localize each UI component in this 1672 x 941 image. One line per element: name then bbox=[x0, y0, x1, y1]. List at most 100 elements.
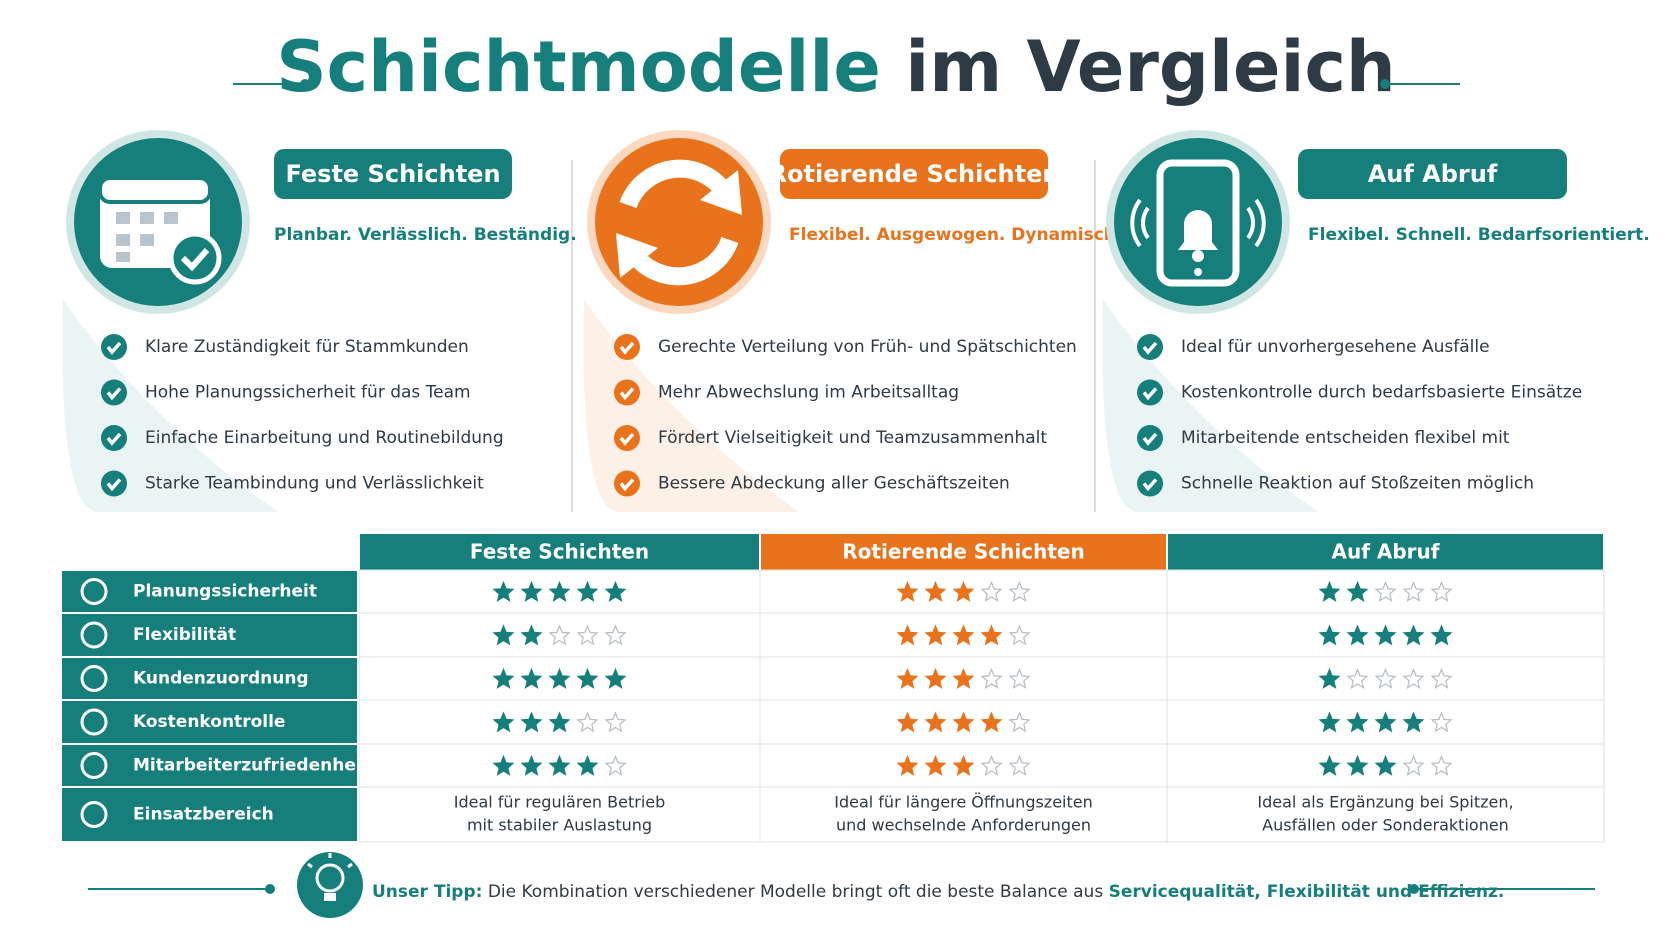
star bbox=[924, 754, 947, 776]
rating bbox=[492, 711, 627, 733]
star bbox=[604, 667, 627, 689]
star bbox=[896, 754, 919, 776]
star bbox=[952, 667, 975, 689]
star bbox=[492, 711, 515, 733]
point: Fördert Vielseitigkeit und Teamzusammenh… bbox=[658, 428, 1047, 448]
star bbox=[576, 754, 599, 776]
rating bbox=[896, 667, 1031, 689]
check-mark bbox=[619, 432, 635, 446]
star bbox=[604, 754, 627, 776]
star bbox=[1430, 667, 1453, 689]
card-bg bbox=[62, 300, 278, 512]
check bbox=[614, 425, 640, 451]
rating bbox=[896, 580, 1031, 602]
point: Bessere Abdeckung aller Geschäftszeiten bbox=[658, 474, 1010, 494]
row-label: Kostenkontrolle bbox=[133, 712, 285, 732]
star bbox=[1318, 580, 1341, 602]
star bbox=[1008, 754, 1031, 776]
star bbox=[952, 711, 975, 733]
row-icon bbox=[80, 665, 108, 692]
star bbox=[924, 624, 947, 646]
point: Einfache Einarbeitung und Routinebildung bbox=[145, 428, 504, 448]
star bbox=[1402, 754, 1425, 776]
star bbox=[604, 580, 627, 602]
star bbox=[1402, 580, 1425, 602]
rating bbox=[896, 711, 1031, 733]
card-bg bbox=[1102, 300, 1318, 512]
star bbox=[1318, 667, 1341, 689]
table-border bbox=[358, 569, 1605, 843]
badge bbox=[274, 149, 512, 199]
tagline: Planbar. Verlässlich. Beständig. bbox=[274, 225, 577, 245]
star bbox=[924, 667, 947, 689]
check bbox=[101, 425, 127, 451]
rating bbox=[492, 667, 627, 689]
star bbox=[1318, 711, 1341, 733]
rating bbox=[1318, 580, 1453, 602]
model-name: Rotierende Schichten bbox=[769, 160, 1060, 188]
star bbox=[980, 754, 1003, 776]
row-label-bg bbox=[62, 614, 357, 656]
star bbox=[1402, 624, 1425, 646]
rating bbox=[1318, 711, 1453, 733]
star bbox=[520, 624, 543, 646]
row-label-bg bbox=[62, 745, 357, 786]
star bbox=[1430, 624, 1453, 646]
star bbox=[520, 711, 543, 733]
dividers bbox=[571, 160, 1096, 512]
point: Kostenkontrolle durch bedarfsbasierte Ei… bbox=[1181, 383, 1582, 403]
check-mark bbox=[619, 478, 635, 492]
star bbox=[492, 580, 515, 602]
check-mark bbox=[106, 432, 122, 446]
check bbox=[101, 470, 127, 497]
title: Schichtmodelle im Vergleich bbox=[276, 26, 1396, 108]
tagline: Flexibel. Schnell. Bedarfsorientiert. bbox=[1308, 225, 1650, 245]
title-part: Schichtmodelle bbox=[276, 26, 881, 108]
star bbox=[1430, 580, 1453, 602]
tip-highlight: Servicequalität, Flexibilität und Effizi… bbox=[1109, 882, 1505, 902]
star bbox=[520, 667, 543, 689]
star bbox=[548, 667, 571, 689]
row-label: Flexibilität bbox=[133, 625, 236, 645]
check bbox=[614, 379, 640, 406]
star bbox=[548, 624, 571, 646]
row-label-bg bbox=[62, 701, 357, 743]
badge bbox=[780, 149, 1048, 199]
star bbox=[896, 667, 919, 689]
title-lines bbox=[233, 79, 1460, 89]
star bbox=[520, 580, 543, 602]
point: Mehr Abwechslung im Arbeitsalltag bbox=[658, 383, 959, 403]
star bbox=[548, 754, 571, 776]
star bbox=[1374, 580, 1397, 602]
star bbox=[1318, 754, 1341, 776]
tagline: Flexibel. Ausgewogen. Dynamisch. bbox=[789, 225, 1122, 245]
usage-text: Ideal als Ergänzung bei Spitzen, bbox=[1257, 793, 1513, 812]
star bbox=[1402, 667, 1425, 689]
point: Mitarbeitende entscheiden flexibel mit bbox=[1181, 428, 1510, 448]
rotate-icon bbox=[616, 159, 742, 286]
row-label-bg bbox=[62, 658, 357, 699]
star bbox=[1008, 711, 1031, 733]
star bbox=[924, 580, 947, 602]
row-label: Kundenzuordnung bbox=[133, 669, 309, 689]
usage-text: Ideal für regulären Betrieb bbox=[454, 793, 666, 812]
rating bbox=[492, 754, 627, 776]
row-label: Mitarbeiterzufriedenheit bbox=[133, 756, 370, 776]
star bbox=[548, 711, 571, 733]
table-header bbox=[761, 534, 1166, 570]
star bbox=[924, 711, 947, 733]
check-mark bbox=[1142, 387, 1158, 401]
star bbox=[1008, 624, 1031, 646]
tip: Unser Tipp: Die Kombination verschiedene… bbox=[372, 882, 1504, 902]
row-icon bbox=[80, 578, 108, 605]
tip-icon bbox=[297, 852, 363, 918]
star bbox=[980, 667, 1003, 689]
check-mark bbox=[106, 341, 122, 355]
point: Ideal für unvorhergesehene Ausfälle bbox=[1181, 337, 1490, 357]
star bbox=[952, 754, 975, 776]
row-icon bbox=[80, 621, 108, 649]
badge bbox=[1298, 149, 1567, 199]
check bbox=[614, 334, 640, 360]
check-mark bbox=[1142, 478, 1158, 492]
